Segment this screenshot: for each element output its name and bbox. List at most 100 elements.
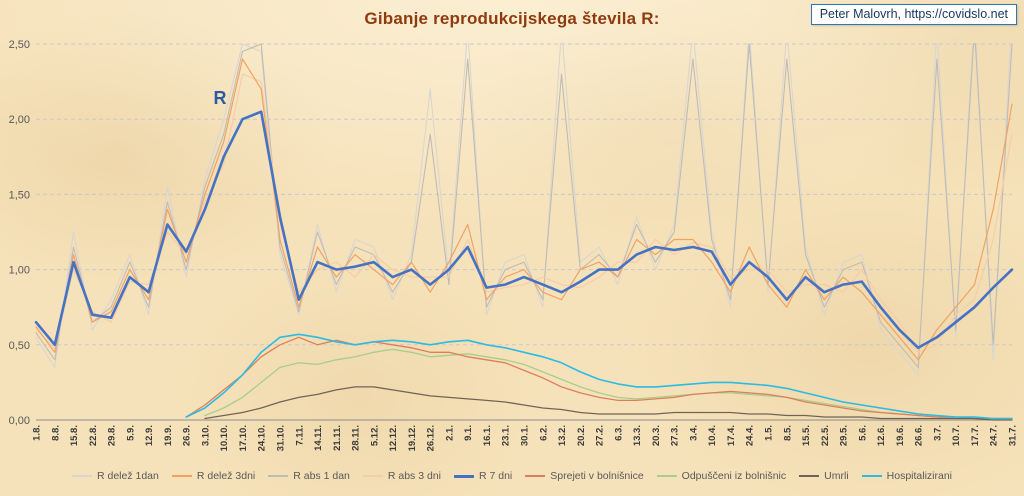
x-tick-label: 17.7. bbox=[970, 425, 981, 446]
x-tick-label: 20.2. bbox=[576, 425, 587, 446]
series-line-r-7-dni bbox=[34, 110, 1014, 350]
x-tick-label: 15.8. bbox=[69, 425, 80, 446]
x-tick-label: 31.7. bbox=[1008, 425, 1019, 446]
x-tick-label: 30.1. bbox=[520, 425, 531, 446]
x-tick-label: 10.4. bbox=[707, 425, 718, 446]
x-tick-label: 13.3. bbox=[632, 425, 643, 446]
series-line-hospitalizirani bbox=[185, 333, 1013, 420]
x-tick-label: 19.6. bbox=[895, 425, 906, 446]
x-tick-label: 19.12. bbox=[407, 425, 418, 451]
x-tick-label: 27.3. bbox=[670, 425, 681, 446]
x-tick-label: 3.4. bbox=[688, 425, 699, 441]
x-tick-label: 8.5. bbox=[782, 425, 793, 441]
legend-label: R delež 3dni bbox=[196, 470, 256, 482]
legend-item-umrli: Umrli bbox=[799, 470, 849, 482]
r-annotation: R bbox=[213, 88, 226, 108]
legend-line-swatch bbox=[362, 475, 383, 477]
x-tick-label: 10.7. bbox=[951, 425, 962, 446]
x-tick-label: 29.8. bbox=[107, 425, 118, 446]
legend-label: R delež 1dan bbox=[96, 470, 159, 482]
x-tick-label: 26.6. bbox=[914, 425, 925, 446]
x-tick-label: 3.7. bbox=[932, 425, 943, 441]
x-tick-label: 7.11. bbox=[294, 425, 305, 446]
series-line-sprejeti-v-bolni-nice bbox=[185, 336, 1013, 420]
y-tick-label: 2,50 bbox=[9, 39, 30, 51]
y-tick-label: 1,00 bbox=[9, 265, 30, 277]
y-tick-label: 0,50 bbox=[9, 340, 30, 352]
x-tick-label: 1.5. bbox=[764, 425, 775, 441]
legend-label: Odpuščeni iz bolnišnic bbox=[681, 470, 787, 482]
x-tick-label: 26.12. bbox=[426, 425, 437, 451]
legend-item-r-abs-1-dan: R abs 1 dan bbox=[268, 470, 350, 482]
y-tick-label: 0,00 bbox=[9, 415, 30, 427]
x-tick-label: 12.9. bbox=[144, 425, 155, 446]
legend-label: R 7 dni bbox=[479, 470, 513, 482]
x-tick-label: 16.1. bbox=[482, 425, 493, 446]
x-tick-label: 23.1. bbox=[501, 425, 512, 446]
series-line-r-dele-3dni bbox=[35, 58, 1013, 361]
x-tick-label: 6.3. bbox=[613, 425, 624, 441]
x-tick-label: 3.10. bbox=[200, 425, 211, 446]
legend-label: Sprejeti v bolnišnice bbox=[550, 470, 644, 482]
x-tick-label: 5.6. bbox=[857, 425, 868, 441]
legend-line-swatch bbox=[71, 475, 92, 477]
x-tick-label: 19.9. bbox=[163, 425, 174, 446]
series-line-r-abs-1-dan bbox=[35, 43, 1013, 368]
x-tick-label: 1.8. bbox=[32, 425, 43, 441]
x-tick-label: 31.10. bbox=[276, 425, 287, 451]
x-tick-label: 17.4. bbox=[726, 425, 737, 446]
credit-box: Peter Malovrh, https://covidslo.net bbox=[810, 4, 1017, 25]
y-tick-label: 2,00 bbox=[9, 114, 30, 126]
x-tick-label: 24.7. bbox=[989, 425, 1000, 446]
legend-item-r-dele-3dni: R delež 3dni bbox=[171, 470, 256, 482]
legend-item-odpu-eni-iz-bolni-nic: Odpuščeni iz bolnišnic bbox=[656, 470, 787, 482]
legend-item-sprejeti-v-bolni-nice: Sprejeti v bolnišnice bbox=[525, 470, 644, 482]
legend-label: Umrli bbox=[824, 470, 849, 482]
x-tick-label: 12.12. bbox=[388, 425, 399, 451]
legend-label: Hospitalizirani bbox=[886, 470, 953, 482]
series-line-r-abs-3-dni bbox=[35, 73, 1013, 353]
legend-line-swatch bbox=[268, 475, 289, 477]
legend-item-r-7-dni: R 7 dni bbox=[454, 470, 512, 482]
x-tick-label: 13.2. bbox=[557, 425, 568, 446]
x-tick-label: 8.8. bbox=[50, 425, 61, 441]
x-tick-label: 20.3. bbox=[651, 425, 662, 446]
x-tick-label: 14.11. bbox=[313, 425, 324, 451]
legend-item-r-abs-3-dni: R abs 3 dni bbox=[362, 470, 441, 482]
legend-line-swatch bbox=[525, 475, 546, 477]
x-tick-label: 22.5. bbox=[820, 425, 831, 446]
y-tick-label: 1,50 bbox=[9, 189, 30, 201]
x-tick-label: 27.2. bbox=[595, 425, 606, 446]
legend-line-swatch bbox=[656, 475, 677, 477]
legend-item-hospitalizirani: Hospitalizirani bbox=[861, 470, 953, 482]
series-line-umrli bbox=[204, 386, 1013, 421]
x-tick-label: 2.1. bbox=[444, 425, 455, 441]
legend-item-r-dele-1dan: R delež 1dan bbox=[71, 470, 159, 482]
x-tick-label: 5.9. bbox=[125, 425, 136, 441]
series-line-r-dele-1dan bbox=[35, 43, 1011, 376]
x-tick-label: 29.5. bbox=[839, 425, 850, 446]
x-tick-label: 21.11. bbox=[332, 425, 343, 451]
x-tick-label: 17.10. bbox=[238, 425, 249, 451]
legend-label: R abs 3 dni bbox=[387, 470, 441, 482]
legend-label: R abs 1 dan bbox=[293, 470, 350, 482]
chart-title: Gibanje reprodukcijskega števila R: bbox=[364, 9, 660, 28]
x-tick-label: 15.5. bbox=[801, 425, 812, 446]
legend-line-swatch bbox=[171, 475, 192, 477]
x-tick-label: 24.4. bbox=[745, 425, 756, 446]
x-tick-label: 10.10. bbox=[219, 425, 230, 451]
x-tick-label: 22.8. bbox=[88, 425, 99, 446]
legend-line-swatch bbox=[861, 475, 882, 477]
x-tick-label: 5.12. bbox=[369, 425, 380, 446]
legend-line-swatch bbox=[799, 475, 820, 477]
x-tick-label: 6.2. bbox=[538, 425, 549, 441]
chart-legend: R delež 1dan R delež 3dni R abs 1 dan R abs… bbox=[0, 463, 1024, 489]
x-tick-label: 28.11. bbox=[351, 425, 362, 451]
series-group bbox=[34, 43, 1014, 421]
x-tick-label: 12.6. bbox=[876, 425, 887, 446]
x-tick-label: 26.9. bbox=[182, 425, 193, 446]
x-tick-label: 9.1. bbox=[463, 425, 474, 441]
legend-line-swatch bbox=[454, 474, 474, 478]
